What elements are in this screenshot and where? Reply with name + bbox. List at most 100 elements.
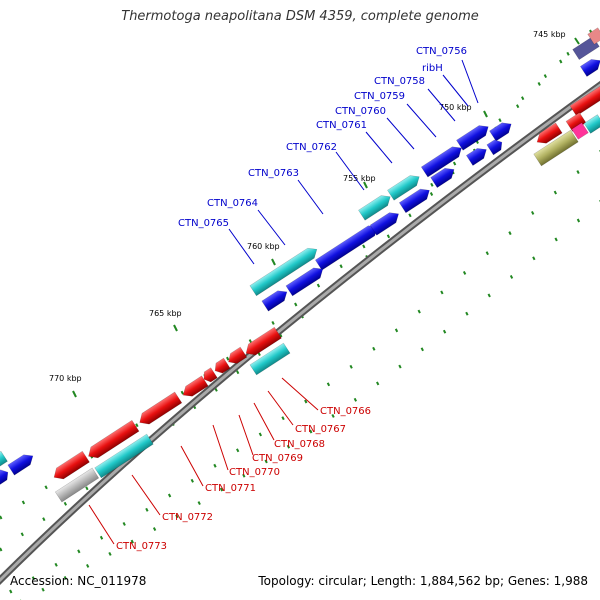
minor-tick xyxy=(0,547,3,552)
minor-tick xyxy=(77,549,81,554)
minor-tick xyxy=(531,210,535,215)
minor-tick xyxy=(417,309,421,314)
minor-tick xyxy=(498,118,502,123)
minor-tick xyxy=(331,413,335,418)
gene-ctn0772-arrow xyxy=(88,419,140,459)
minor-tick xyxy=(508,231,512,236)
minor-tick xyxy=(214,387,218,392)
feature-cyan-766 xyxy=(249,342,291,376)
minor-tick xyxy=(9,589,13,594)
minor-tick xyxy=(86,564,90,568)
minor-tick xyxy=(553,190,558,195)
gene-ctn0773-arrow xyxy=(53,450,90,480)
plus-leader-lines xyxy=(228,59,479,265)
gene-label-ctn0767: CTN_0767 xyxy=(295,424,346,435)
gene-ctn0770-arrow xyxy=(182,375,209,397)
feature-pink-top xyxy=(587,27,600,45)
minor-tick xyxy=(99,535,104,540)
gene-label-ctn0770: CTN_0770 xyxy=(229,467,280,478)
map-title: Thermotoga neapolitana DSM 4359, complet… xyxy=(121,9,479,24)
feature-pink-right xyxy=(571,122,589,140)
gene-label-ctn0764: CTN_0764 xyxy=(207,198,258,209)
feature-red-right-2 xyxy=(569,83,600,117)
minor-tick xyxy=(219,487,224,492)
minor-tick xyxy=(339,264,343,269)
feature-cyan-left xyxy=(0,450,8,468)
minor-tick xyxy=(236,370,240,375)
minor-tick xyxy=(440,290,444,295)
scale-label-745: 745 kbp xyxy=(533,30,566,39)
minor-tick xyxy=(442,329,447,334)
minor-tick xyxy=(54,562,58,567)
minor-tick xyxy=(257,352,261,356)
feature-arrows xyxy=(0,27,600,503)
minus-leader-lines xyxy=(88,377,319,545)
minor-tick xyxy=(516,104,520,109)
minor-tick xyxy=(258,432,263,437)
gene-label-ctn0768: CTN_0768 xyxy=(274,439,325,450)
gene-ctn0761-arrow xyxy=(430,167,455,188)
minor-tick xyxy=(376,381,380,386)
minor-tick xyxy=(372,346,376,351)
gene-label-ctn0758: CTN_0758 xyxy=(374,76,425,87)
gene-ctn0760-arrow xyxy=(420,146,462,178)
minor-tick xyxy=(394,328,399,333)
feature-cyan-760 xyxy=(249,247,318,297)
minor-tick xyxy=(264,459,268,464)
scale-labels: 745 kbp 750 kbp 755 kbp 760 kbp 765 kbp … xyxy=(49,30,566,383)
minor-tick xyxy=(63,501,68,506)
minor-tick xyxy=(554,237,558,242)
minor-tick xyxy=(452,161,457,166)
minor-tick xyxy=(41,587,45,592)
gene-ctn0768-arrow xyxy=(214,357,231,374)
feature-olive-right xyxy=(533,129,579,167)
accession-text: Accession: NC_011978 xyxy=(10,574,147,588)
minor-tick xyxy=(521,96,525,101)
minor-tick xyxy=(197,501,201,506)
minor-tick xyxy=(286,444,291,449)
feature-purple-top xyxy=(572,36,600,60)
gene-label-ctn0760: CTN_0760 xyxy=(335,106,386,117)
minor-tick xyxy=(408,213,412,218)
minor-tick xyxy=(566,51,570,56)
minor-tick xyxy=(430,182,434,187)
minor-tick xyxy=(353,397,358,402)
minor-tick xyxy=(145,507,149,512)
minor-tick xyxy=(420,347,424,352)
minor-tick xyxy=(532,256,536,261)
minor-tick xyxy=(122,521,126,526)
feature-cyan-755 xyxy=(387,175,420,201)
scale-label-760: 760 kbp xyxy=(247,242,280,251)
minor-tick xyxy=(42,517,46,522)
feature-blue-top xyxy=(579,59,600,77)
minor-tick xyxy=(537,81,541,86)
minor-tick xyxy=(130,539,134,544)
minor-tick xyxy=(576,218,581,223)
minor-tick xyxy=(0,515,3,520)
minor-tick xyxy=(226,356,230,361)
gene-label-ctn0772: CTN_0772 xyxy=(162,512,213,523)
feature-cyan-772 xyxy=(94,433,154,479)
gene-ctn0756-arrow xyxy=(456,125,489,151)
scale-label-770: 770 kbp xyxy=(49,374,82,383)
gene-ribh-arrow xyxy=(489,122,512,142)
minor-tick xyxy=(316,283,321,288)
gene-ctn0764-arrow xyxy=(285,267,324,297)
minor-tick xyxy=(465,311,469,316)
minor-tick xyxy=(190,478,194,483)
minor-tick xyxy=(271,321,275,325)
minor-tick xyxy=(485,251,489,256)
minus-gene-labels: CTN_0766 CTN_0767 CTN_0768 CTN_0769 CTN_… xyxy=(116,406,371,552)
minor-tick xyxy=(362,244,366,249)
minor-tick xyxy=(281,416,285,421)
minor-tick xyxy=(398,364,402,369)
scale-label-765: 765 kbp xyxy=(149,309,182,318)
minor-tick xyxy=(326,382,331,387)
gene-ctn0765-arrow xyxy=(261,290,288,312)
gene-label-ctn0766: CTN_0766 xyxy=(320,406,371,417)
minor-tick xyxy=(167,493,172,498)
minor-tick xyxy=(309,429,313,434)
feature-blue-left-2 xyxy=(0,469,9,486)
